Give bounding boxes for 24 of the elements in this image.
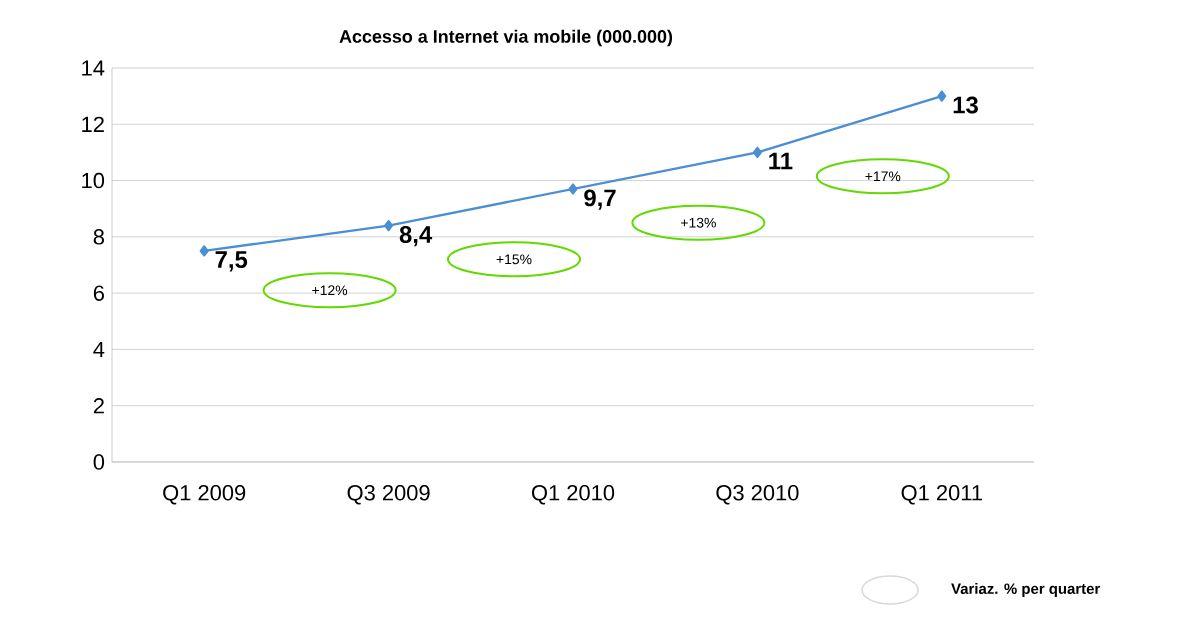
point (752, 146, 762, 158)
x-tick-label: Q3 2009 (347, 485, 430, 505)
data-label: 7,5 (215, 251, 248, 272)
y-tick-label: 8 (93, 229, 104, 245)
chart-title: Accesso a Internet via mobile (000.000) (339, 29, 673, 47)
x-tick-label: Q1 2011 (901, 485, 982, 505)
y-tick-label: 4 (93, 341, 105, 357)
x-tick-label: Q1 2009 (163, 485, 246, 505)
y-tick-label: 6 (93, 285, 104, 301)
y-tick-label: 2 (93, 398, 104, 414)
point (937, 90, 947, 102)
y-tick-label: 0 (93, 454, 105, 470)
point (199, 245, 209, 257)
y-tick-label: 10 (82, 172, 105, 189)
data-label: 8,4 (399, 225, 433, 247)
data-label: 13 (953, 96, 978, 114)
point (568, 183, 578, 195)
x-tick-label: Q3 2010 (716, 485, 799, 505)
y-tick-label: 14 (82, 60, 105, 76)
data-label: 9,7 (584, 189, 616, 210)
y-tick-label: 12 (82, 116, 104, 132)
x-tick-label: Q1 2010 (531, 485, 615, 505)
data-label: 11 (769, 152, 793, 170)
point (384, 220, 394, 232)
